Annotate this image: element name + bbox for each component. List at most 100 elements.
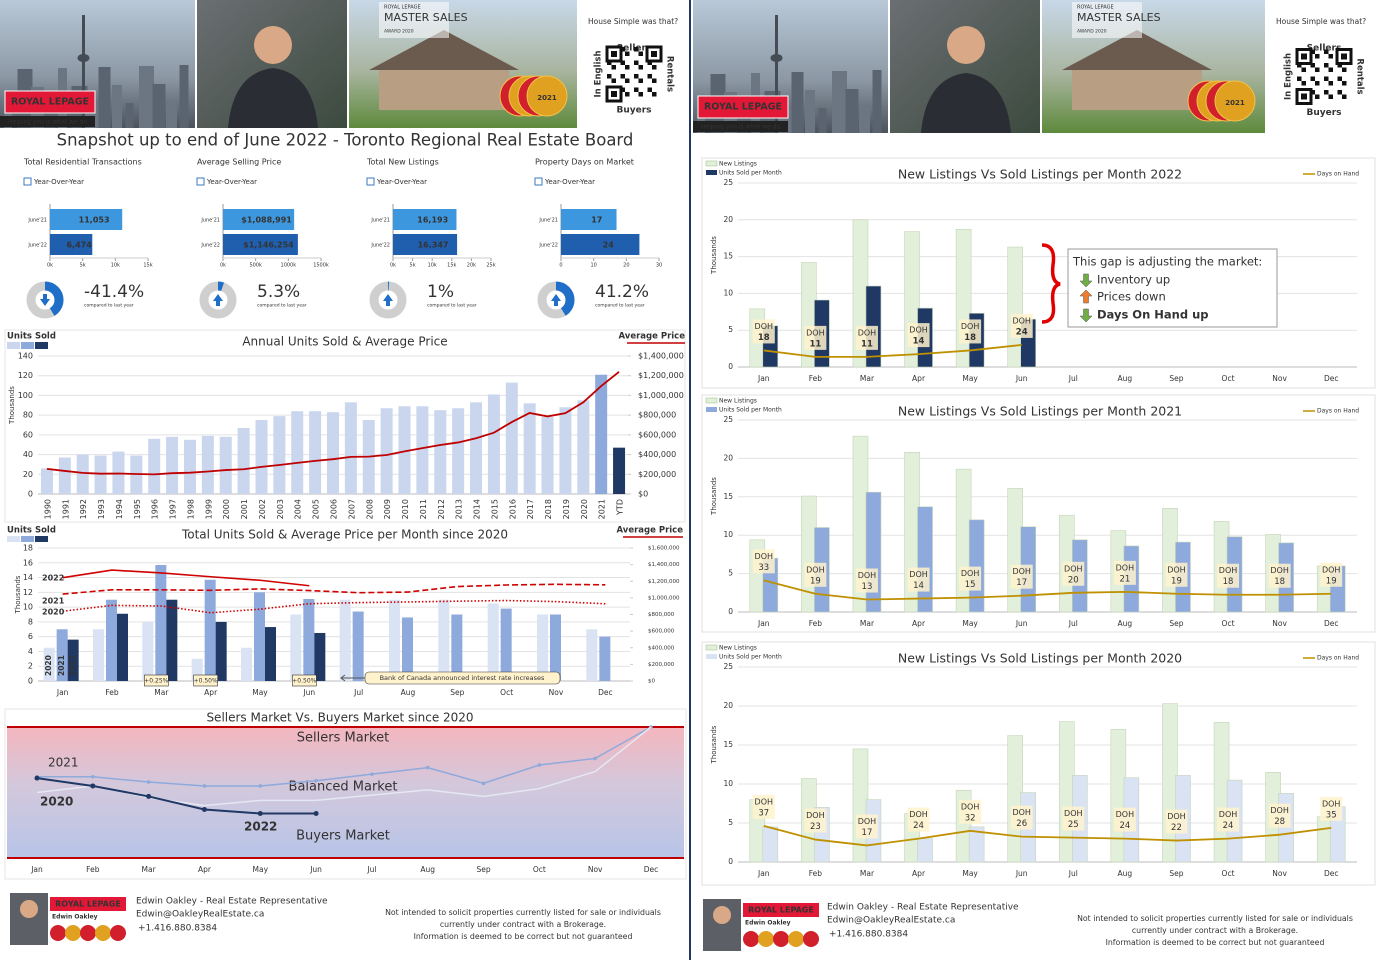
doh-box	[1062, 561, 1085, 586]
bar	[438, 599, 450, 681]
award-title: MASTER SALES	[384, 11, 468, 24]
x-tick-label: Aug	[401, 688, 416, 697]
x-tick-label: Dec	[644, 865, 659, 874]
zone-label: Sellers Market	[297, 731, 389, 746]
doh-box	[1165, 562, 1188, 587]
y2-tick-label: $200,000	[648, 662, 675, 668]
market-point	[313, 810, 319, 816]
footer-logo-name: Edwin Oakley	[52, 914, 98, 921]
qr-dot	[1342, 81, 1347, 86]
bar	[865, 491, 882, 613]
bar	[155, 564, 167, 681]
bar	[416, 406, 429, 494]
qr-dot	[652, 78, 657, 83]
rate-box	[292, 674, 317, 687]
doh-value: 14	[913, 581, 924, 591]
bar	[67, 639, 79, 681]
y-tick-label: 25	[723, 415, 733, 424]
kpi-tick-label: 10	[590, 263, 596, 269]
y-tick-label: 16	[23, 558, 33, 567]
x-tick-label: 2004	[294, 499, 303, 519]
y2-tick-label: $1,400,000	[648, 562, 680, 568]
x-tick-label: 2019	[562, 499, 571, 519]
kpi-bar	[223, 234, 298, 255]
building	[125, 103, 134, 128]
x-tick-label: Mar	[154, 688, 169, 697]
kpi-value: 16,193	[417, 216, 448, 225]
x-tick-label: Jul	[366, 865, 376, 874]
x-tick-label: Nov	[588, 865, 603, 874]
x-tick-label: Jun	[302, 688, 315, 697]
doh-box	[907, 807, 930, 832]
legend-swatch	[7, 536, 20, 542]
bar	[219, 436, 232, 494]
building	[859, 107, 870, 133]
y2-tick-label: $600,000	[638, 430, 676, 439]
doh-box	[1320, 796, 1343, 821]
tower-pod	[770, 54, 783, 62]
agent-head	[20, 900, 38, 918]
qr-dot	[1310, 49, 1315, 54]
kpi-tick-label: 0k	[220, 263, 226, 269]
doh-label: DOH	[909, 810, 927, 819]
x-tick-label: YTD	[616, 499, 625, 516]
bar	[398, 406, 411, 494]
doh-label: DOH	[1116, 810, 1134, 819]
building	[872, 70, 882, 133]
x-tick-label: Jul	[353, 688, 363, 697]
bar	[968, 826, 985, 863]
doh-value: 18	[1223, 577, 1234, 587]
qr-dot	[1328, 67, 1333, 72]
kpi-value: 24	[603, 241, 615, 250]
bar	[254, 592, 265, 681]
kpi-value: $1,146,254	[243, 241, 294, 250]
y-tick-label: 2	[28, 662, 33, 671]
chart-frame	[4, 329, 686, 523]
y2-tick-label: $1,600,000	[648, 546, 680, 552]
market-point	[257, 810, 263, 816]
x-tick-label: Jul	[1068, 869, 1078, 878]
doh-value: 11	[861, 339, 873, 349]
qr-dot	[1301, 81, 1306, 86]
x-tick-label: 2007	[347, 499, 356, 519]
market-line	[36, 777, 317, 815]
tagline: Helping you is what we do.	[701, 124, 782, 131]
kpi-bar	[393, 234, 458, 255]
y-tick-label: 20	[723, 453, 733, 462]
footer-logo	[743, 903, 819, 917]
kpi-change: 5.3%	[257, 282, 300, 302]
y2-tick-label: $800,000	[648, 612, 675, 618]
bar	[402, 617, 413, 681]
doh-label: DOH	[755, 797, 773, 806]
legend-label: Days on Hand	[1317, 655, 1359, 662]
zone-label: Buyers Market	[296, 829, 390, 844]
footer-badge	[788, 931, 804, 947]
line-series	[763, 344, 1022, 358]
award-box	[379, 2, 449, 38]
bar	[166, 436, 179, 494]
qr-dot	[652, 65, 657, 70]
note-arrow	[340, 674, 365, 682]
rate-label: +0.50%	[194, 678, 218, 685]
qr-dot	[1337, 90, 1342, 95]
x-tick-label: Jul	[1068, 619, 1078, 628]
doh-value: 24	[913, 821, 924, 831]
doh-box	[1268, 803, 1291, 828]
qr-dot	[638, 65, 643, 70]
building	[166, 102, 177, 128]
doh-label: DOH	[1167, 812, 1185, 821]
x-tick-label: Feb	[809, 619, 823, 628]
line-series	[763, 579, 1332, 601]
bar	[191, 658, 203, 681]
kpi-category: June'22	[200, 243, 220, 249]
y2-tick-label: $800,000	[638, 411, 676, 420]
doh-value: 19	[1326, 576, 1337, 586]
qr-dot	[1324, 63, 1329, 68]
legend-swatch	[21, 342, 34, 349]
x-tick-label: Jun	[1015, 619, 1028, 628]
kpi-tick-label: 25k	[486, 263, 495, 269]
doh-value: 20	[1068, 575, 1079, 585]
y2-tick-label: $0	[648, 679, 655, 685]
doh-value: 13	[862, 582, 873, 592]
